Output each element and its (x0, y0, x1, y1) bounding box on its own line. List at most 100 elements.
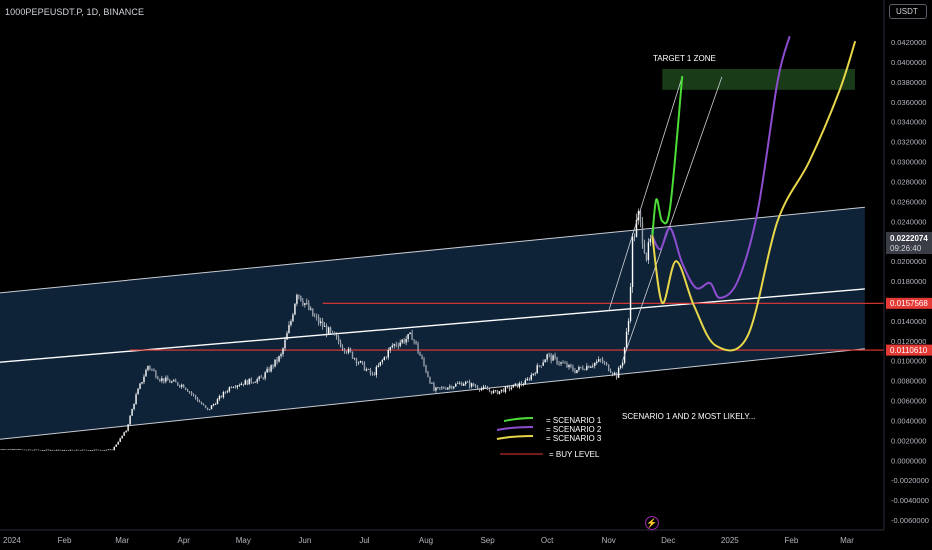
scenario-2-path (651, 36, 791, 299)
candle (316, 313, 318, 321)
candle (302, 298, 304, 307)
candle (504, 386, 507, 394)
candle (470, 382, 473, 389)
time-axis[interactable]: 2024 Feb Mar Apr May Jun Jul Aug Sep Oct Nov Dec 202… (3, 536, 854, 545)
legend-swatches (496, 417, 543, 455)
candle (512, 384, 515, 388)
candle (107, 449, 109, 451)
candle (343, 347, 346, 354)
candle (419, 351, 421, 356)
candle (447, 387, 449, 391)
candle (387, 347, 389, 360)
candle (268, 366, 270, 373)
price-axis[interactable]: 0.0420000 0.0400000 0.0380000 0.0360000 0.03… (891, 38, 929, 525)
candle (445, 386, 447, 390)
candle (518, 381, 521, 389)
candle-countdown: 09:26:40 (890, 244, 922, 253)
candle (242, 383, 244, 387)
candle (300, 295, 302, 302)
time-tick-label: Oct (541, 536, 554, 545)
candle (127, 423, 129, 432)
legend-swatch-3 (496, 435, 534, 440)
candle (153, 368, 155, 372)
candle (198, 399, 201, 403)
candle (24, 449, 26, 451)
candle (621, 360, 624, 369)
flash-icon[interactable]: ⚡ (645, 516, 659, 530)
candle (308, 299, 310, 311)
symbol-title[interactable]: 1000PEPEUSDT.P, 1D, BINANCE (5, 7, 145, 17)
legend-scenario-2: = SCENARIO 2 (546, 425, 602, 434)
candle (552, 354, 554, 361)
candle (147, 365, 149, 372)
candle (276, 356, 278, 365)
candle (18, 449, 20, 450)
channel-lower-line (0, 348, 865, 440)
candle (26, 449, 28, 451)
candle (474, 383, 477, 389)
candle (389, 346, 391, 353)
candle (558, 360, 560, 366)
price-tick-label: 0.0320000 (891, 138, 926, 147)
candle (592, 363, 594, 369)
candle (596, 359, 598, 365)
candle (270, 364, 272, 373)
candle (32, 449, 34, 451)
candle (59, 449, 62, 451)
price-tick-label: 0.0020000 (891, 436, 926, 445)
candle (77, 449, 80, 451)
candle (355, 357, 358, 367)
candle (345, 350, 348, 355)
candle (30, 449, 32, 451)
candle (409, 332, 411, 335)
candle (468, 379, 471, 389)
price-tick-label: 0.0100000 (891, 357, 926, 366)
price-tick-label: 0.0420000 (891, 38, 926, 47)
candle (149, 365, 151, 371)
candle (63, 449, 66, 451)
candle (65, 449, 68, 451)
candle (53, 449, 56, 451)
currency-button[interactable]: USDT (889, 4, 927, 19)
candle (169, 379, 171, 383)
candle (6, 449, 8, 450)
candle (310, 306, 312, 311)
candle (222, 390, 225, 399)
candle (51, 449, 54, 451)
candle (278, 355, 280, 363)
candle (298, 294, 300, 300)
price-tick-label: 0.0400000 (891, 58, 926, 67)
candle (250, 377, 252, 384)
candle (643, 239, 646, 254)
legend-buy-level: = BUY LEVEL (549, 450, 600, 459)
candle (40, 449, 42, 451)
candle (594, 362, 596, 369)
candle (44, 449, 46, 451)
buy-level-2-value: 0.0110610 (890, 346, 928, 355)
candle (604, 361, 606, 366)
target-zone-label: TARGET 1 ZONE (653, 54, 716, 63)
candle (371, 371, 374, 376)
buy-level-2-tag: 0.0110610 (886, 344, 932, 356)
candle (61, 450, 64, 451)
candle (606, 361, 608, 366)
candle (133, 403, 135, 411)
candle (619, 364, 622, 370)
price-tick-label: 0.0300000 (891, 158, 926, 167)
candle (367, 368, 370, 370)
candle (607, 364, 610, 372)
candle (490, 390, 493, 395)
candle (538, 364, 540, 368)
candle (377, 362, 380, 368)
time-tick-label: Jun (298, 536, 311, 545)
candle (244, 378, 246, 385)
candle (337, 334, 340, 345)
price-tick-label: 0.0000000 (891, 456, 926, 465)
candle (290, 319, 292, 327)
candle (109, 449, 111, 451)
candle (181, 383, 183, 389)
candle (99, 449, 102, 451)
candle (341, 344, 344, 351)
candle (580, 366, 582, 369)
